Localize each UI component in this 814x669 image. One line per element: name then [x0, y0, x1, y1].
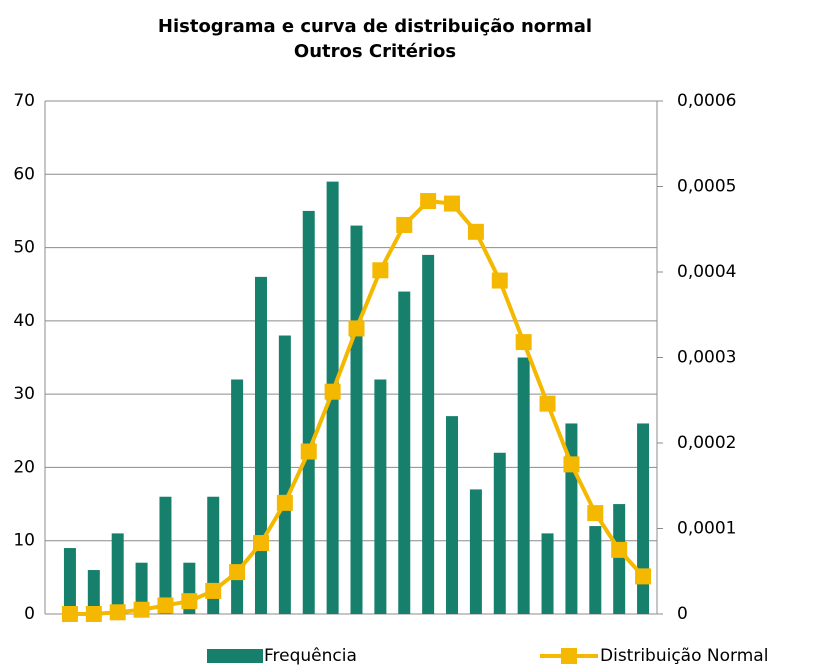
bar [589, 526, 602, 614]
line-marker [539, 395, 556, 412]
chart-subtitle: Outros Critérios [294, 41, 456, 62]
bar [254, 276, 267, 614]
legend-label: Frequência [264, 646, 357, 666]
bar [541, 533, 554, 614]
line-marker [396, 216, 413, 233]
bar [87, 570, 100, 614]
legend-swatch [207, 649, 263, 663]
line-marker [420, 193, 437, 210]
y-tick-label: 30 [13, 384, 35, 404]
line-marker [300, 443, 317, 460]
y-tick-label: 40 [13, 311, 35, 331]
bar [446, 416, 459, 614]
bar [135, 562, 148, 614]
line-marker [181, 593, 198, 610]
y2-tick-label: 0,0001 [677, 519, 736, 539]
bar [278, 335, 291, 614]
line-marker [61, 606, 78, 622]
y-tick-label: 60 [13, 164, 35, 184]
y2-tick-label: 0,0006 [677, 91, 736, 111]
line-marker [515, 334, 532, 351]
y2-tick-label: 0,0003 [677, 348, 736, 368]
line-marker [252, 535, 269, 552]
bar [493, 452, 506, 614]
bar [637, 423, 650, 614]
bar [159, 496, 172, 614]
line-marker [109, 604, 126, 621]
y-tick-label: 0 [24, 604, 35, 624]
line-marker [587, 505, 604, 522]
y-tick-label: 20 [13, 457, 35, 477]
bar [111, 533, 124, 614]
y-tick-label: 10 [13, 531, 35, 551]
legend-label: Distribuição Normal [600, 646, 768, 666]
y2-tick-label: 0 [677, 604, 688, 624]
bar [469, 489, 482, 614]
line-marker [157, 597, 174, 614]
line-marker [276, 494, 293, 511]
line-marker [563, 456, 580, 473]
bar [613, 504, 626, 614]
bar [350, 225, 363, 615]
y2-tick-label: 0,0002 [677, 433, 736, 453]
line-marker [372, 262, 389, 279]
y2-tick-label: 0,0005 [677, 177, 736, 197]
line-marker [133, 601, 150, 618]
bar [517, 357, 530, 614]
line-marker [635, 568, 652, 585]
bar [302, 210, 315, 614]
line-marker [444, 195, 461, 212]
line-marker [324, 383, 341, 400]
legend-swatch-marker [561, 648, 577, 664]
bar [231, 379, 244, 614]
bar [398, 291, 411, 614]
line-marker [205, 582, 222, 599]
line-marker [491, 272, 508, 289]
bar [63, 548, 76, 614]
line-marker [85, 606, 102, 622]
line-marker [229, 564, 246, 581]
y-tick-label: 50 [13, 238, 35, 258]
y-tick-label: 70 [13, 91, 35, 111]
bar [422, 254, 435, 614]
line-marker [467, 223, 484, 240]
chart-title: Histograma e curva de distribuição norma… [158, 16, 592, 37]
y2-tick-label: 0,0004 [677, 262, 736, 282]
line-marker [611, 541, 628, 558]
bar [374, 379, 387, 614]
line-marker [348, 320, 365, 337]
